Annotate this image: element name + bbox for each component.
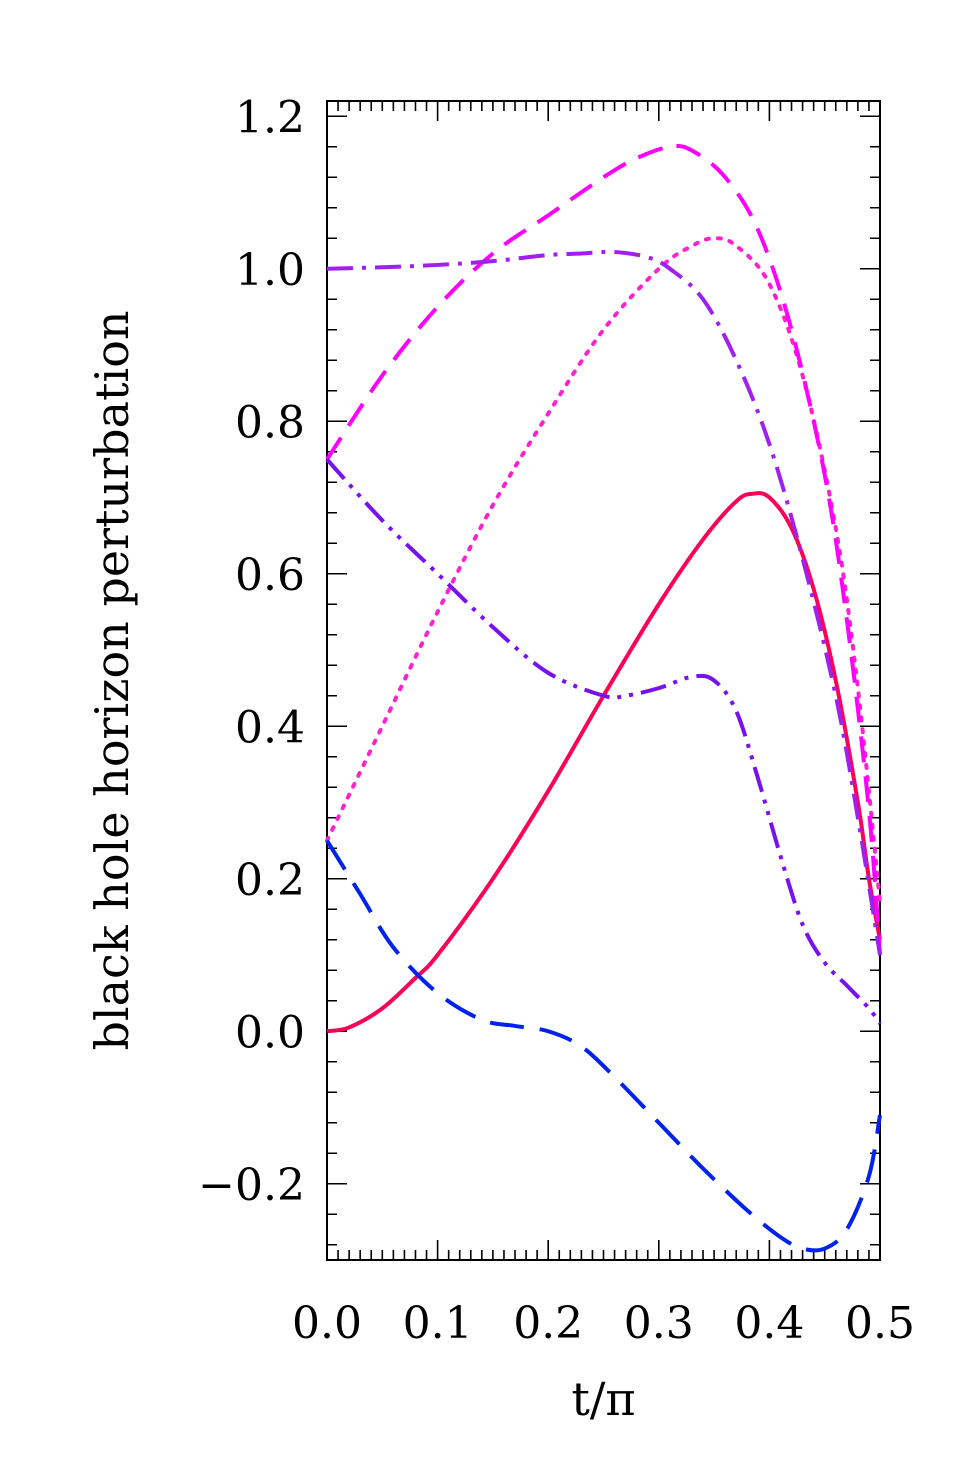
x-tick-label: 0.2 bbox=[513, 1298, 583, 1349]
plot-border bbox=[326, 100, 881, 1261]
tick-labels: 0.0 0.1 0.2 0.3 0.4 0.5 −0.2 0.0 0.2 0.4 0.6 0.8 1.0… bbox=[198, 92, 915, 1349]
axis-ticks bbox=[326, 101, 881, 1260]
x-tick-label: 0.3 bbox=[624, 1298, 694, 1349]
y-tick-label: 0.4 bbox=[235, 702, 305, 753]
x-tick-label: 0.0 bbox=[292, 1298, 362, 1349]
y-tick-label: −0.2 bbox=[198, 1160, 305, 1211]
x-tick-label: 0.1 bbox=[403, 1298, 473, 1349]
y-tick-label: 0.6 bbox=[235, 550, 305, 601]
series-line-2 bbox=[325, 236, 882, 904]
series-line-1 bbox=[326, 491, 882, 1034]
series-line-6 bbox=[325, 839, 882, 1253]
y-tick-label: 0.2 bbox=[235, 855, 305, 906]
series-line-5 bbox=[325, 458, 882, 1025]
x-axis-label: t/π bbox=[571, 1372, 635, 1426]
y-axis-label: black hole horizon perturbation bbox=[85, 310, 139, 1050]
x-tick-label: 0.5 bbox=[845, 1298, 915, 1349]
series-line-4 bbox=[326, 249, 882, 956]
series-line-3 bbox=[325, 144, 882, 956]
x-tick-label: 0.4 bbox=[734, 1298, 804, 1349]
y-tick-label: 1.2 bbox=[235, 92, 305, 143]
series-group bbox=[325, 144, 882, 1253]
y-tick-label: 0.0 bbox=[235, 1007, 305, 1058]
y-tick-label: 0.8 bbox=[235, 397, 305, 448]
tick-marks bbox=[326, 101, 881, 1260]
y-tick-label: 1.0 bbox=[235, 245, 305, 296]
plot-frame bbox=[326, 100, 881, 1261]
